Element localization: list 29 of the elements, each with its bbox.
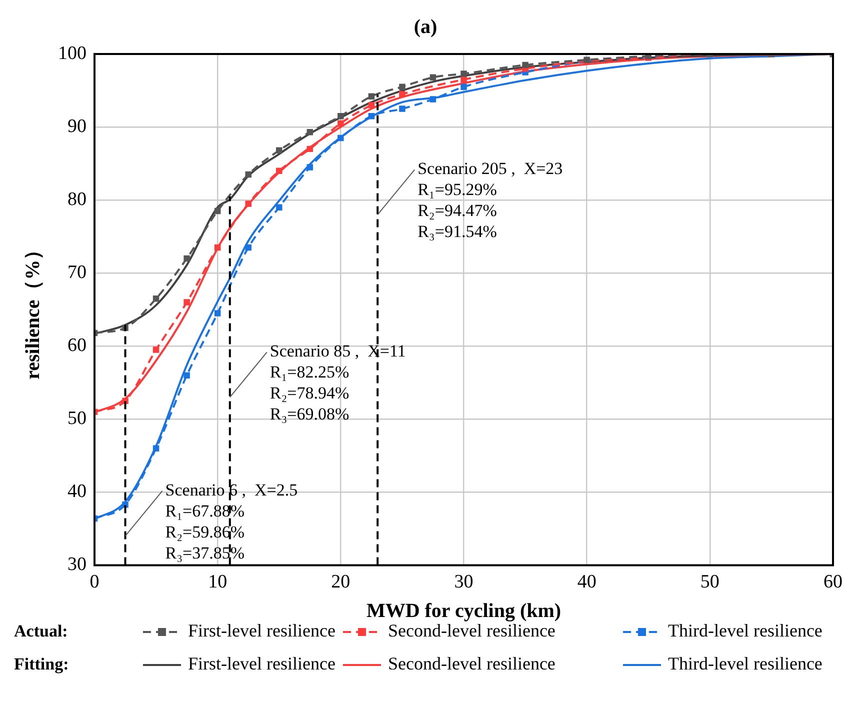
y-tick-label: 50 (68, 408, 86, 430)
x-tick-label: 50 (700, 572, 720, 593)
text: Fitting: (14, 654, 69, 674)
annotation: Scenario 85 , X=11 R₁=82.25% R₂=78.94% R₃=69.08% (270, 342, 406, 424)
y-tick-label: 90 (68, 116, 86, 138)
legend-label: Second-level resilience (388, 620, 556, 641)
x-tick-label: 0 (90, 572, 100, 593)
y-axis-title: resilience（%） (22, 240, 44, 380)
legend-label: Third-level resilience (668, 654, 822, 674)
x-tick-label: 60 (824, 572, 842, 593)
chart-title: (a) (414, 16, 438, 38)
y-tick-label: 70 (68, 262, 86, 284)
y-tick-label: 100 (58, 42, 86, 64)
annotation: Scenario 205 , X=23 R₁=95.29% R₂=94.47% R₃=91.54% (418, 159, 563, 242)
x-axis-title: MWD for cycling (km) (366, 600, 562, 622)
legend-label: Second-level resilience (388, 654, 556, 674)
x-tick-label: 20 (331, 572, 350, 593)
text: Actual: (14, 621, 68, 640)
legend-label: First-level resilience (188, 620, 336, 641)
legend-label: First-level resilience (188, 654, 336, 674)
y-tick-label: 30 (68, 554, 86, 576)
y-tick-label: 40 (68, 481, 86, 502)
legend-label: Third-level resilience (668, 620, 822, 641)
annotation: Scenario 6 , X=2.5 R₁=67.88% R₂=59.86% R₃=37.85% (165, 480, 298, 562)
y-tick-label: 60 (68, 335, 86, 356)
x-tick-label: 10 (208, 572, 228, 593)
x-tick-label: 40 (577, 572, 596, 593)
x-tick-label: 30 (454, 572, 474, 593)
y-tick-label: 80 (68, 189, 86, 210)
